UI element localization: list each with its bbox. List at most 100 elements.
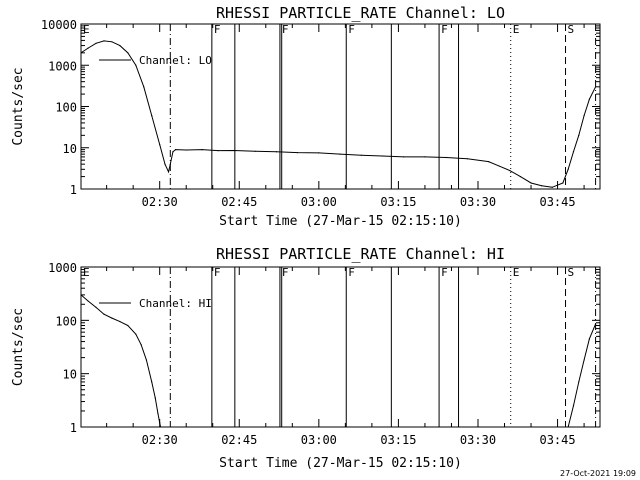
chart-title: RHESSI PARTICLE_RATE Channel: HI: [216, 245, 505, 263]
series-point: [297, 152, 299, 154]
series-point: [583, 115, 585, 117]
series-point: [594, 86, 597, 88]
render-timestamp: 27-Oct-2021 19:09: [560, 469, 636, 478]
series-point: [594, 323, 597, 325]
series-point: [578, 134, 580, 136]
x-axis-label: Start Time (27-Mar-15 02:15:10): [219, 214, 462, 229]
y-axis-label: Counts/sec: [11, 308, 26, 386]
event-marker-label: E: [83, 23, 90, 36]
series-point: [103, 40, 105, 42]
series-point: [87, 300, 89, 302]
event-marker-label: F: [282, 266, 289, 279]
series-point: [87, 47, 89, 49]
plot-frame: [80, 23, 601, 190]
y-tick-label: 1000: [48, 261, 77, 275]
plot-frame: [80, 266, 601, 428]
x-tick-label: 02:45: [221, 195, 257, 209]
y-tick-label: 100: [55, 101, 77, 115]
series-point: [445, 156, 447, 159]
series-point: [578, 381, 580, 383]
series-point: [111, 317, 113, 319]
series-point: [169, 163, 171, 165]
series-point: [201, 149, 203, 151]
y-tick-label: 1: [70, 421, 77, 435]
series-point: [562, 182, 564, 184]
y-tick-label: 10000: [41, 18, 77, 32]
series-point: [159, 143, 161, 146]
series-point: [233, 149, 235, 152]
y-tick-label: 100: [55, 314, 77, 328]
series-point: [151, 381, 153, 383]
event-marker-label: E: [513, 266, 520, 279]
series-point: [583, 359, 585, 361]
series-point: [119, 44, 121, 47]
event-marker-label: F: [348, 23, 355, 36]
event-marker-label: S: [568, 23, 575, 36]
series-point: [567, 426, 569, 427]
y-tick-label: 10: [63, 368, 77, 382]
x-tick-label: 02:30: [142, 433, 178, 447]
y-tick-label: 1: [70, 183, 77, 197]
x-tick-label: 02:30: [142, 195, 178, 209]
event-marker-label: E: [513, 23, 520, 36]
event-marker-label: F: [348, 266, 355, 279]
series-point: [339, 153, 341, 155]
x-tick-label: 02:45: [221, 433, 257, 447]
x-tick-label: 03:45: [539, 195, 575, 209]
event-marker-label: F: [441, 266, 448, 279]
series-point: [403, 156, 405, 158]
series-point: [551, 186, 553, 188]
series-point: [530, 182, 532, 184]
series-point: [275, 151, 277, 153]
event-marker-label: F: [282, 23, 289, 36]
x-tick-label: 03:30: [460, 433, 496, 447]
y-axis-label: Counts/sec: [11, 67, 26, 145]
series-point: [175, 149, 177, 151]
series-point: [185, 149, 187, 151]
series-point: [466, 158, 468, 160]
series-line: [81, 294, 162, 427]
chart-title: RHESSI PARTICLE_RATE Channel: LO: [216, 4, 505, 22]
series-point: [217, 150, 219, 152]
y-tick-label: 10: [63, 142, 77, 156]
panel-hi: RHESSI PARTICLE_RATE Channel: HI 1 10 100 10…: [11, 245, 601, 471]
series-point: [145, 359, 148, 361]
series-point: [159, 426, 162, 427]
series-point: [81, 294, 82, 296]
series-point: [95, 42, 97, 44]
series-point: [164, 163, 166, 165]
x-tick-label: 03:45: [539, 433, 575, 447]
series-point: [151, 115, 153, 117]
legend-entry: Channel: HI: [139, 297, 212, 310]
series-point: [159, 422, 161, 424]
series-point: [119, 320, 121, 323]
series-point: [154, 397, 156, 399]
event-marker-label: F: [441, 23, 448, 36]
series-point: [140, 344, 142, 346]
series-point: [111, 41, 113, 43]
y-tick-label: 1000: [48, 59, 77, 73]
legend-entry: Channel: LO: [139, 54, 212, 67]
series-point: [424, 156, 426, 158]
series-point: [167, 171, 170, 173]
series-point: [588, 98, 590, 100]
series-point: [572, 405, 575, 407]
series-point: [381, 155, 384, 157]
x-tick-label: 03:15: [380, 433, 416, 447]
series-point: [572, 151, 575, 153]
x-axis-label: Start Time (27-Mar-15 02:15:10): [219, 456, 462, 471]
panel-lo: RHESSI PARTICLE_RATE Channel: LO 1 10 100 10…: [11, 4, 601, 229]
series-point: [318, 152, 320, 154]
x-tick-label: 03:00: [301, 195, 337, 209]
x-tick-label: 03:00: [301, 433, 337, 447]
event-marker-label: F: [214, 266, 221, 279]
series-point: [567, 168, 569, 170]
series-point: [127, 52, 129, 54]
series-point: [135, 64, 137, 66]
series-point: [157, 412, 159, 414]
event-marker-label: F: [214, 23, 221, 36]
series-point: [254, 150, 256, 152]
series-point: [172, 151, 174, 153]
event-marker-label: S: [568, 266, 575, 279]
